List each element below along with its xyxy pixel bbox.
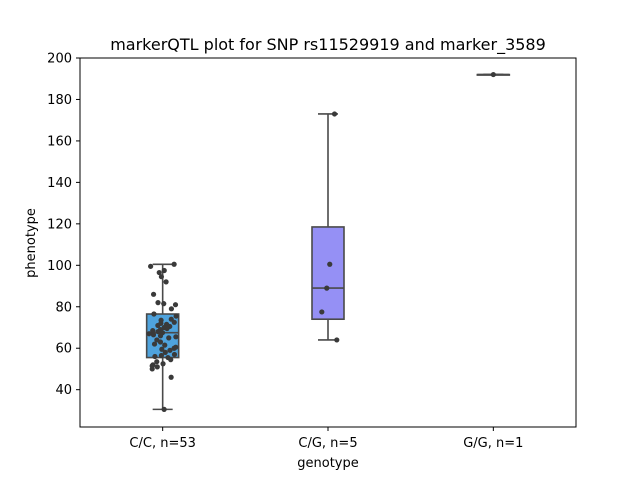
- data-point: [167, 347, 173, 353]
- data-point: [157, 333, 164, 339]
- data-point: [166, 335, 172, 341]
- y-tick-label: 80: [55, 300, 72, 315]
- y-tick-label: 180: [47, 93, 72, 108]
- x-axis-label: genotype: [297, 456, 358, 471]
- data-point: [159, 346, 165, 352]
- data-point: [157, 339, 164, 345]
- data-point: [161, 301, 167, 307]
- data-point: [162, 342, 168, 348]
- y-tick-label: 60: [55, 342, 72, 357]
- y-tick-label: 40: [55, 383, 72, 398]
- y-axis-label: phenotype: [24, 208, 39, 278]
- data-point: [150, 291, 157, 297]
- x-tick-label: C/C, n=53: [129, 436, 195, 451]
- iqr-box: [311, 226, 345, 321]
- data-point: [150, 328, 156, 334]
- data-point: [173, 334, 179, 340]
- data-point: [324, 285, 330, 291]
- y-axis: 40 60 80 100 120 140 160 180 200: [47, 52, 80, 398]
- box-group: [311, 111, 345, 343]
- y-tick-label: 200: [47, 52, 72, 67]
- x-tick-label: G/G, n=1: [463, 436, 523, 451]
- y-tick-label: 160: [47, 134, 72, 149]
- box-group: [145, 261, 180, 412]
- data-point: [319, 309, 325, 315]
- data-point: [155, 322, 161, 329]
- data-point: [155, 329, 161, 335]
- data-point: [171, 351, 178, 358]
- data-point: [171, 345, 177, 351]
- x-tick-label: C/G, n=5: [298, 436, 357, 451]
- data-point: [160, 361, 166, 367]
- y-tick-label: 140: [47, 176, 72, 191]
- data-point: [158, 352, 164, 359]
- y-tick-label: 100: [47, 259, 72, 274]
- data-point: [150, 332, 157, 338]
- box-group: [476, 71, 511, 78]
- chart-title: markerQTL plot for SNP rs11529919 and ma…: [110, 35, 546, 55]
- data-point: [146, 331, 152, 337]
- data-point: [161, 406, 167, 412]
- plot-area: [145, 71, 511, 412]
- data-point: [154, 364, 160, 370]
- data-point: [334, 337, 340, 343]
- data-point: [168, 357, 174, 363]
- data-point: [151, 311, 157, 317]
- data-point: [151, 341, 158, 347]
- data-point: [158, 274, 165, 280]
- data-point: [148, 263, 154, 269]
- data-point: [173, 313, 179, 319]
- data-point: [327, 261, 333, 267]
- data-point: [168, 374, 174, 380]
- data-point: [162, 349, 168, 355]
- data-point: [490, 71, 496, 78]
- data-point: [171, 261, 177, 267]
- data-point: [152, 353, 158, 360]
- data-point: [161, 267, 167, 274]
- data-point: [331, 111, 338, 117]
- data-point: [171, 319, 177, 325]
- x-axis: C/C, n=53 C/G, n=5 G/G, n=1: [129, 427, 523, 451]
- y-tick-label: 120: [47, 217, 72, 232]
- data-point: [155, 300, 161, 306]
- data-point: [163, 279, 169, 285]
- data-point: [154, 359, 160, 365]
- data-point: [149, 366, 155, 372]
- data-point: [164, 325, 170, 332]
- data-point: [172, 302, 179, 308]
- data-point: [156, 269, 162, 276]
- plot-frame: [79, 57, 577, 428]
- data-point: [168, 306, 175, 312]
